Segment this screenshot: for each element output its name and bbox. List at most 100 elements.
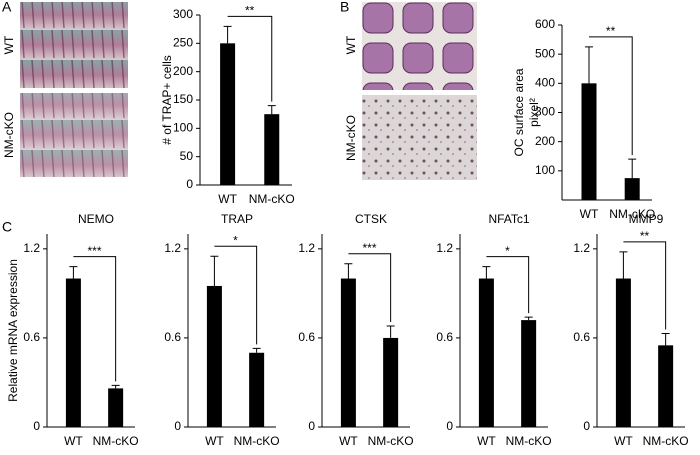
x-tick-label: WT	[580, 207, 599, 221]
chart-title: CTSK	[355, 212, 387, 226]
y-axis-label: # of TRAP+ cells	[160, 55, 174, 144]
image-label: NM-cKO	[2, 112, 16, 158]
significance-label: **	[245, 4, 255, 18]
significance-bracket	[214, 245, 258, 345]
bar	[206, 285, 222, 427]
x-tick-label: NM-cKO	[93, 434, 139, 448]
y-tick-label: 300	[173, 7, 193, 21]
chart-title: NEMO	[78, 212, 114, 226]
y-tick-label: 0.6	[436, 330, 453, 344]
histology-image	[20, 93, 128, 177]
bar	[478, 278, 494, 427]
y-tick-label: 0	[308, 419, 315, 433]
bar	[220, 43, 236, 186]
significance-label: ***	[88, 244, 102, 258]
y-tick-label: 400	[535, 76, 555, 90]
x-tick-label: NM-cKO	[249, 192, 295, 206]
bar	[65, 278, 81, 427]
bar	[624, 178, 640, 200]
y-tick-label: 0	[33, 419, 40, 433]
x-tick-label: WT	[614, 434, 633, 448]
significance-label: *	[233, 233, 238, 247]
x-tick-label: WT	[64, 434, 83, 448]
y-tick-label: 200	[535, 134, 555, 148]
chart-title: MMP9	[629, 212, 664, 226]
bar	[249, 352, 265, 427]
y-tick-label: 0.6	[298, 330, 315, 344]
significance-label: **	[606, 24, 616, 38]
y-tick-label: 600	[535, 17, 555, 31]
bar	[521, 320, 537, 427]
histology-image	[20, 2, 128, 88]
image-label: WT	[2, 35, 16, 54]
y-tick-label: 1.2	[573, 241, 590, 255]
y-tick-label: 0	[186, 177, 193, 191]
bar	[340, 278, 356, 427]
significance-label: *	[505, 244, 510, 258]
panel-label: B	[340, 0, 349, 15]
y-tick-label: 1.2	[298, 241, 315, 255]
y-tick-label: 1.2	[436, 241, 453, 255]
y-tick-label: 0	[446, 419, 453, 433]
y-tick-label: 1.2	[23, 241, 40, 255]
significance-label: **	[640, 229, 650, 243]
error-bar	[661, 332, 670, 346]
y-axis-label: Relative mRNA expression	[6, 259, 20, 402]
histology-image	[362, 95, 477, 180]
error-bar	[111, 384, 120, 389]
significance-bracket	[486, 256, 530, 314]
image-label: NM-cKO	[344, 115, 358, 161]
y-tick-label: 50	[180, 149, 194, 163]
error-bar	[524, 316, 533, 321]
chart-title: NFATc1	[488, 212, 529, 226]
significance-label: ***	[363, 241, 377, 255]
bar	[108, 388, 124, 427]
x-tick-label: WT	[339, 434, 358, 448]
error-bar	[386, 325, 395, 338]
y-axis-label: pixel²	[527, 98, 541, 127]
y-tick-label: 200	[173, 64, 193, 78]
x-tick-label: WT	[477, 434, 496, 448]
error-bar	[585, 46, 593, 84]
significance-bracket	[73, 256, 117, 382]
y-tick-label: 0.6	[164, 330, 181, 344]
y-tick-label: 0	[583, 419, 590, 433]
x-tick-label: WT	[205, 434, 224, 448]
panel-label: A	[2, 0, 12, 15]
error-bar	[223, 25, 232, 44]
y-tick-label: 0.6	[573, 330, 590, 344]
significance-bracket	[589, 36, 633, 156]
significance-bracket	[623, 241, 667, 330]
bar	[658, 345, 674, 427]
x-tick-label: NM-cKO	[643, 434, 689, 448]
x-tick-label: WT	[218, 192, 237, 206]
error-bar	[628, 158, 637, 179]
x-tick-label: NM-cKO	[368, 434, 414, 448]
y-tick-label: 300	[535, 105, 555, 119]
error-bar	[619, 251, 628, 279]
image-label: WT	[344, 35, 358, 54]
y-tick-label: 0.6	[23, 330, 40, 344]
x-tick-label: NM-cKO	[506, 434, 552, 448]
y-tick-label: 500	[535, 46, 555, 60]
x-tick-label: NM-cKO	[609, 207, 655, 221]
y-tick-label: 1.2	[164, 241, 181, 255]
significance-bracket	[348, 253, 392, 323]
bar	[581, 83, 597, 200]
chart-title: TRAP	[221, 212, 253, 226]
error-bar	[482, 266, 491, 279]
significance-bracket	[227, 15, 273, 102]
histology-image	[362, 2, 477, 90]
y-tick-label: 100	[173, 121, 193, 135]
bar	[615, 278, 631, 427]
y-tick-label: 150	[173, 92, 193, 106]
bar	[264, 114, 280, 185]
y-axis-label: OC surface area	[512, 68, 526, 156]
error-bar	[252, 347, 261, 353]
y-tick-label: 0	[174, 419, 181, 433]
error-bar	[210, 255, 219, 286]
bar	[383, 337, 399, 427]
x-tick-label: NM-cKO	[234, 434, 280, 448]
y-tick-label: 250	[173, 36, 193, 50]
